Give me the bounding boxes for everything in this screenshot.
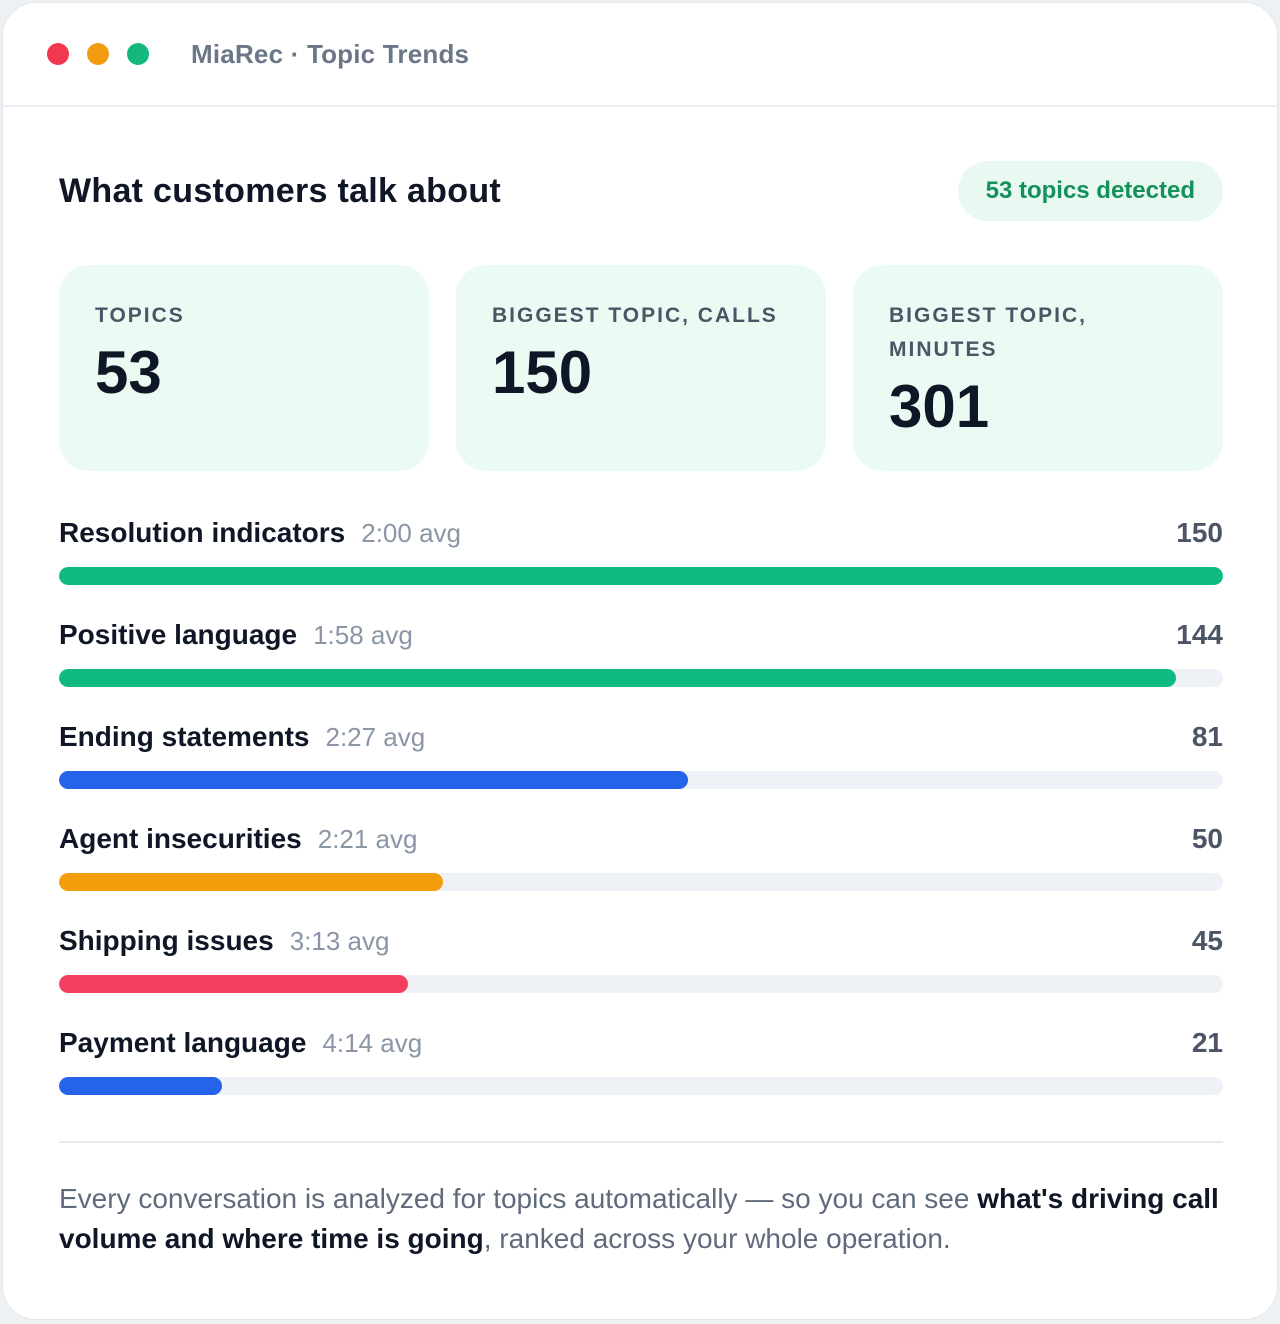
app-title: MiaRec · Topic Trends [191, 38, 470, 69]
topic-avg-duration: 2:27 avg [325, 722, 426, 752]
topic-avg-duration: 4:14 avg [322, 1028, 423, 1058]
topic-row[interactable]: Agent insecurities 2:21 avg 50 [59, 823, 1223, 925]
topic-bar-track [59, 1077, 1223, 1095]
topic-row[interactable]: Payment language 4:14 avg 21 [59, 1027, 1223, 1129]
topic-call-count: 144 [1176, 619, 1223, 650]
stat-card-biggest-minutes: BIGGEST TOPIC, MINUTES 301 [853, 265, 1223, 471]
topic-avg-duration: 2:21 avg [317, 824, 418, 854]
stat-value: 150 [492, 339, 593, 406]
topic-bar-track [59, 567, 1223, 585]
stat-value: 53 [95, 339, 162, 406]
topic-name: Shipping issues [59, 925, 274, 956]
stat-value: 301 [889, 373, 990, 440]
stat-label: TOPICS [95, 304, 185, 327]
topic-bar-fill [59, 873, 444, 891]
topic-call-count: 150 [1176, 517, 1223, 548]
topic-call-count: 81 [1191, 721, 1223, 752]
divider [59, 1141, 1223, 1143]
topic-bar-track [59, 771, 1223, 789]
topics-detected-badge: 53 topics detected [957, 161, 1223, 221]
topic-avg-duration: 1:58 avg [313, 620, 413, 650]
topic-row[interactable]: Ending statements 2:27 avg 81 [59, 721, 1223, 823]
topic-row[interactable]: Positive language 1:58 avg 144 [59, 619, 1223, 721]
footer-text: Every conversation is analyzed for topic… [59, 1183, 978, 1214]
topic-bar-fill [59, 771, 688, 789]
stat-label: BIGGEST TOPIC, MINUTES [889, 304, 1087, 361]
topic-name: Agent insecurities [59, 823, 302, 854]
topic-bar-track [59, 669, 1223, 687]
topic-call-count: 50 [1191, 823, 1223, 854]
topic-call-count: 45 [1191, 925, 1223, 956]
topic-name: Resolution indicators [59, 517, 346, 548]
topic-bar-track [59, 873, 1223, 891]
topic-row[interactable]: Shipping issues 3:13 avg 45 [59, 925, 1223, 1027]
page-title: What customers talk about [59, 171, 502, 210]
topic-list: Resolution indicators 2:00 avg 150 Posit… [59, 517, 1223, 1129]
maximize-window-icon[interactable] [127, 43, 149, 65]
topic-bar-fill [59, 975, 409, 993]
stat-label: BIGGEST TOPIC, CALLS [492, 304, 778, 327]
footer-emphasis: what's driving call volume and where tim… [59, 1183, 1219, 1254]
stats-row: TOPICS 53 BIGGEST TOPIC, CALLS 150 BIGGE… [59, 265, 1223, 471]
topic-name: Positive language [59, 619, 298, 650]
topic-avg-duration: 3:13 avg [289, 926, 390, 956]
topic-bar-fill [59, 567, 1223, 585]
footer-text-end: , ranked across your whole operation. [483, 1223, 951, 1254]
stat-card-topics: TOPICS 53 [59, 265, 429, 471]
topic-bar-fill [59, 1077, 222, 1095]
header-row: What customers talk about 53 topics dete… [59, 161, 1223, 221]
topic-bar-track [59, 975, 1223, 993]
topic-avg-duration: 2:00 avg [361, 518, 461, 548]
topic-call-count: 21 [1191, 1027, 1223, 1058]
main-content: What customers talk about 53 topics dete… [59, 107, 1223, 1259]
minimize-window-icon[interactable] [87, 43, 109, 65]
close-window-icon[interactable] [47, 43, 69, 65]
title-bar: MiaRec · Topic Trends [3, 3, 1277, 107]
topic-row[interactable]: Resolution indicators 2:00 avg 150 [59, 517, 1223, 619]
stat-card-biggest-calls: BIGGEST TOPIC, CALLS 150 [456, 265, 826, 471]
topic-name: Ending statements [59, 721, 310, 752]
topic-bar-fill [59, 669, 1177, 687]
topic-name: Payment language [59, 1027, 307, 1058]
footer-description: Every conversation is analyzed for topic… [59, 1179, 1223, 1259]
